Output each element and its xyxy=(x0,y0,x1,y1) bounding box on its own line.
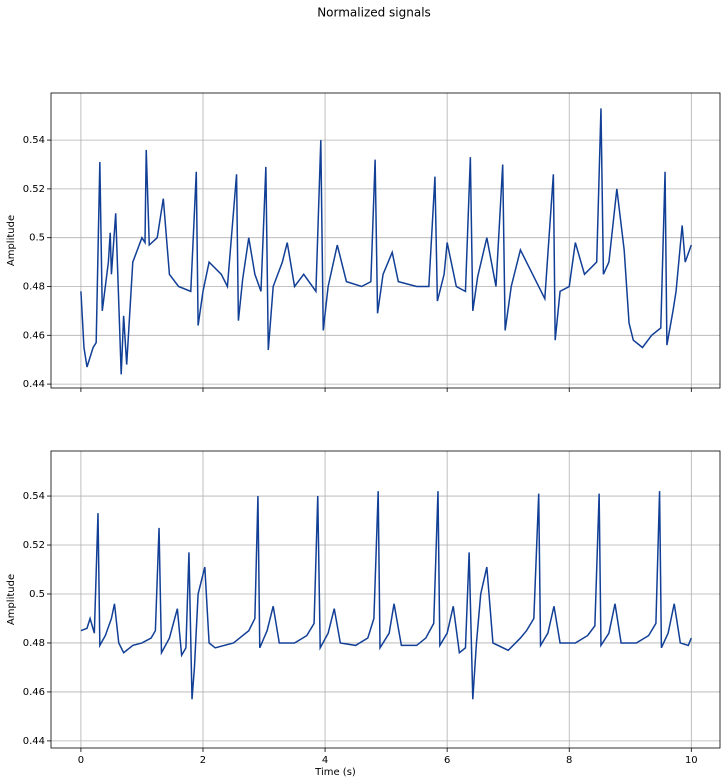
x-tick-label: 4 xyxy=(322,755,328,766)
y-tick-label: 0.54 xyxy=(23,491,45,502)
x-tick-label: 8 xyxy=(566,755,572,766)
x-tick-label: 2 xyxy=(200,755,206,766)
x-axis-label: Time (s) xyxy=(314,767,356,778)
y-tick-label: 0.5 xyxy=(29,589,45,600)
y-axis-label: Amplitude xyxy=(6,215,17,266)
y-tick-label: 0.46 xyxy=(23,330,45,341)
y-tick-label: 0.54 xyxy=(23,135,45,146)
y-tick-label: 0.48 xyxy=(23,638,45,649)
x-tick-label: 10 xyxy=(685,755,698,766)
y-tick-label: 0.44 xyxy=(23,379,45,390)
y-tick-label: 0.5 xyxy=(29,233,45,244)
y-axis-label: Amplitude xyxy=(6,574,17,625)
x-tick-label: 6 xyxy=(444,755,450,766)
y-tick-label: 0.44 xyxy=(23,736,45,747)
figure-title: Normalized signals xyxy=(317,6,431,20)
signal-line xyxy=(80,108,693,375)
x-tick-label: 0 xyxy=(78,755,84,766)
axes-frame xyxy=(50,92,721,389)
y-tick-label: 0.48 xyxy=(23,281,45,292)
y-tick-label: 0.52 xyxy=(23,184,45,195)
y-tick-label: 0.52 xyxy=(23,540,45,551)
signal-line xyxy=(80,491,693,700)
y-tick-label: 0.46 xyxy=(23,687,45,698)
axes-frame xyxy=(50,450,721,749)
